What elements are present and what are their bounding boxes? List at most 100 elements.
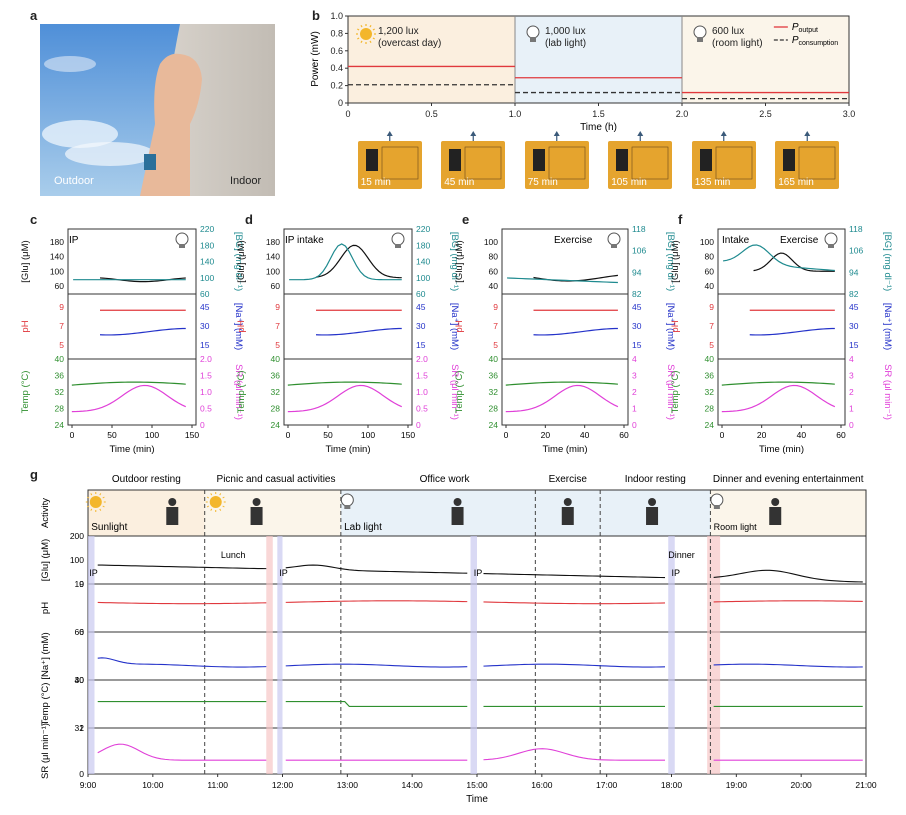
na-tick-label: 30 (416, 321, 426, 331)
sweat-rate-trace (287, 384, 403, 413)
temp-tick-label: 32 (271, 387, 281, 397)
lux-description: (lab light) (545, 38, 586, 49)
ip-annotation: IP intake (285, 235, 324, 246)
lightbulb-icon (824, 232, 838, 248)
na-tick-label: 30 (849, 321, 859, 331)
subplot-frame (283, 293, 413, 360)
wearable-photo: Outdoor Indoor (40, 24, 275, 196)
temp-tick-label: 28 (489, 404, 499, 414)
ph-top-tick: 11 (705, 215, 714, 217)
thumbnail-time-label: 165 min (778, 177, 814, 188)
y-tick-label: 0 (79, 769, 84, 779)
event-band (88, 536, 95, 774)
ph-tick-label: 5 (709, 340, 714, 350)
ph-tick-label: 7 (275, 321, 280, 331)
x-tick-label: 14:00 (402, 780, 424, 790)
bg-tick-label: 180 (200, 240, 214, 250)
arrow-head (470, 131, 477, 136)
blood-glucose-trace (507, 277, 618, 284)
sweat-rate-trace (505, 384, 619, 413)
lux-value: 1,200 lux (378, 26, 419, 37)
panel-label-f: f (678, 212, 683, 227)
ph-tick-label: 5 (59, 340, 64, 350)
ph-tick-label: 5 (493, 340, 498, 350)
blood-glucose-trace (722, 244, 835, 272)
panel-label-c: c (30, 212, 38, 227)
ph-tick-label: 9 (275, 302, 280, 312)
condition-label: 1,000 lux(lab light) (526, 25, 586, 49)
event-band (266, 536, 273, 774)
glu-axis-label: [Glu] (μM) (670, 240, 681, 282)
x-tick-label: 150 (185, 430, 199, 440)
lightbulb-icon (693, 25, 707, 42)
y-tick-label: 32 (75, 723, 85, 733)
glu-top-tick: 120 (700, 215, 714, 217)
lightbulb-icon (526, 25, 540, 42)
sweat-rate-trace (71, 384, 187, 413)
na-tick-label: 45 (849, 302, 859, 312)
y-tick-label: 0.8 (330, 28, 343, 38)
y-tick-label: 0.2 (330, 81, 343, 91)
sodium-trace (533, 327, 618, 336)
bg-axis-label: [BG] (mg dl⁻¹) (882, 232, 893, 291)
panel-d: [Glu] (μM) [BG] (mg dl⁻¹)pH [Na⁺] (mM)Temp… (236, 215, 460, 455)
x-tick-label: 17:00 (596, 780, 618, 790)
x-axis-label: Time (min) (109, 444, 154, 455)
sodium-trace (285, 663, 468, 668)
event-band (707, 536, 721, 774)
activity-label: Indoor resting (625, 474, 686, 485)
y-tick-label: 1 (79, 723, 84, 733)
x-tick-label: 9:00 (80, 780, 97, 790)
ph-top-tick: 11 (55, 215, 64, 217)
subplot-frame (501, 358, 629, 426)
sr-tick-label: 3 (849, 371, 854, 381)
glucose-trace (483, 573, 666, 579)
sr-tick-label: 0.5 (200, 404, 212, 414)
sr-tick-label: 2 (849, 387, 854, 397)
room-light-label: Room light (714, 522, 758, 532)
sr-tick-label: 2.0 (416, 354, 428, 364)
glu-tick-label: 60 (705, 266, 715, 276)
device-photo-thumbnail: 165 min (775, 141, 840, 189)
arrow-head (386, 131, 393, 136)
sr-tick-label: 0 (200, 420, 205, 430)
ph-tick-label: 5 (275, 340, 280, 350)
x-tick-label: 1.0 (509, 109, 522, 119)
x-tick-label: 1.5 (592, 109, 605, 119)
thumbnail-time-label: 15 min (360, 177, 391, 188)
y-tick-label: 200 (70, 531, 84, 541)
glu-top-tick: 120 (484, 215, 498, 217)
arrow-head (553, 131, 560, 136)
temp-tick-label: 40 (271, 354, 281, 364)
panel-label-b: b (312, 8, 320, 23)
activity-label: Outdoor resting (112, 474, 181, 485)
lightbulb-icon (607, 232, 621, 248)
temp-tick-label: 40 (705, 354, 715, 364)
sodium-trace (749, 327, 835, 336)
glu-tick-label: 100 (484, 237, 498, 247)
bed-rest-icon (646, 498, 659, 525)
row-label: Activity (40, 498, 51, 528)
temp-tick-label: 28 (271, 404, 281, 414)
bg-tick-label: 94 (849, 267, 859, 277)
glu-axis-label: [Glu] (μM) (20, 240, 31, 282)
na-tick-label: 15 (416, 340, 426, 350)
bg-tick-label: 60 (200, 289, 210, 299)
glucose-trace (285, 564, 468, 574)
temperature-trace (71, 381, 186, 386)
ph-trace (285, 600, 468, 603)
x-tick-label: 100 (361, 430, 375, 440)
y-tick-label: 40 (75, 675, 85, 685)
x-axis-label: Time (h) (580, 122, 617, 133)
bg-axis-label: [BG] (mg dl⁻¹) (449, 232, 460, 291)
exercise-bike-icon (561, 498, 574, 525)
ip-annotation: IP (279, 568, 288, 578)
temp-tick-label: 24 (705, 420, 715, 430)
temperature-trace (721, 381, 835, 386)
temp-tick-label: 24 (55, 420, 65, 430)
y-tick-label: 0 (338, 98, 343, 108)
glucose-trace (713, 569, 863, 583)
ph-trace (97, 601, 267, 605)
glu-tick-label: 100 (700, 237, 714, 247)
dinner-annotation: Dinner (668, 550, 695, 560)
